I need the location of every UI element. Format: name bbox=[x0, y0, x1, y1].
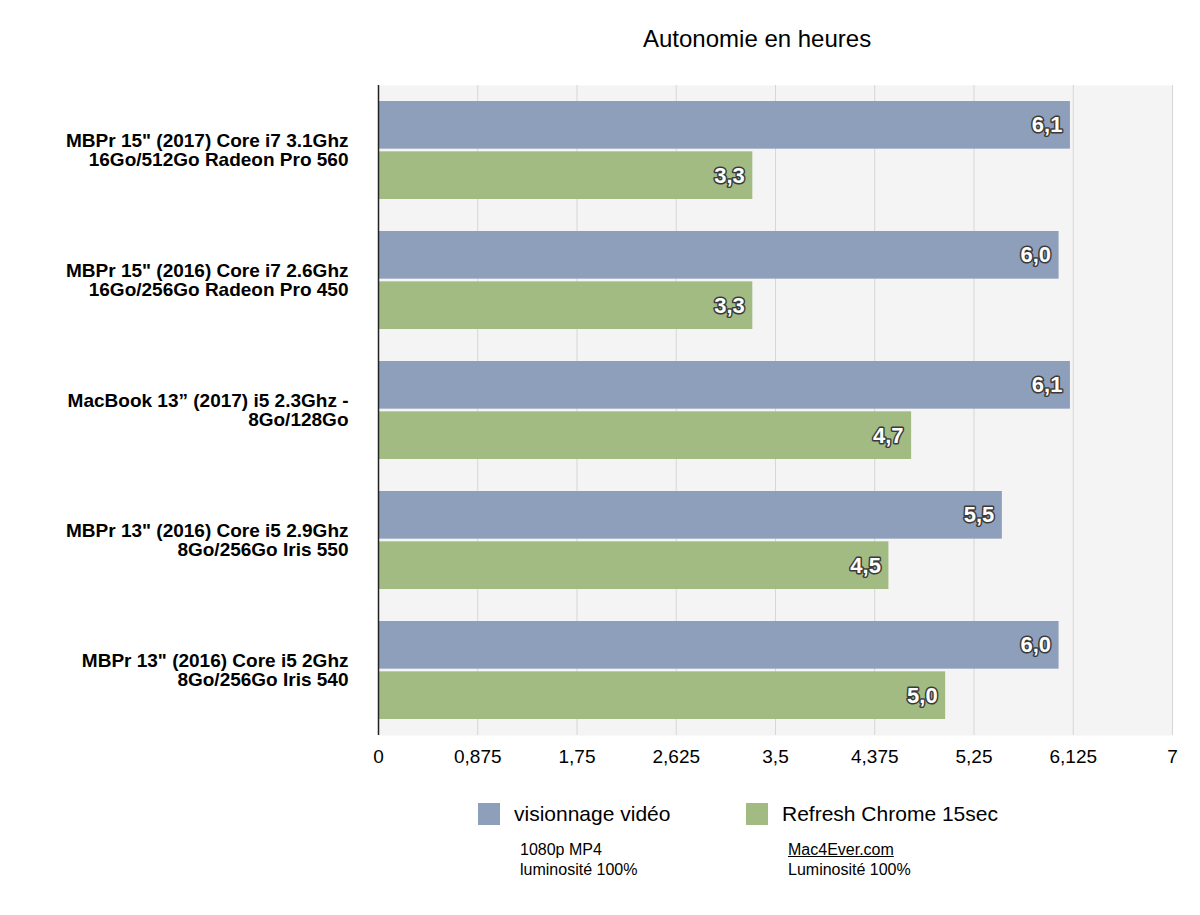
html-text:Refresh Chrome 15sec: Refresh Chrome 15sec bbox=[782, 802, 998, 825]
html-text:Mac4Ever.com: Mac4Ever.com bbox=[788, 841, 894, 858]
html-text:1080p MP4: 1080p MP4 bbox=[520, 841, 602, 858]
svg-text:6,0: 6,0 bbox=[1020, 632, 1051, 657]
svg-text:3,3: 3,3 bbox=[714, 293, 745, 318]
svg-text:5,25: 5,25 bbox=[956, 746, 993, 767]
svg-text:6,1: 6,1 bbox=[1032, 112, 1063, 137]
svg-text:7: 7 bbox=[1167, 746, 1178, 767]
svg-text:MBPr 13" (2016) Core i5 2Ghz8G: MBPr 13" (2016) Core i5 2Ghz8Go/256Go Ir… bbox=[82, 650, 349, 690]
svg-text:0,875: 0,875 bbox=[454, 746, 502, 767]
svg-text:4,375: 4,375 bbox=[851, 746, 899, 767]
svg-text:6,1: 6,1 bbox=[1032, 372, 1063, 397]
html-text:Luminosité 100%: Luminosité 100% bbox=[788, 861, 911, 878]
svg-text:0: 0 bbox=[373, 746, 384, 767]
svg-text:2,625: 2,625 bbox=[652, 746, 700, 767]
html-text:luminosité 100%: luminosité 100% bbox=[520, 861, 638, 878]
svg-text:6,0: 6,0 bbox=[1020, 242, 1051, 267]
html-text:visionnage vidéo: visionnage vidéo bbox=[514, 802, 671, 825]
svg-text:4,5: 4,5 bbox=[850, 553, 881, 578]
svg-text:MBPr 15" (2016) Core i7 2.6Ghz: MBPr 15" (2016) Core i7 2.6Ghz16Go/256Go… bbox=[66, 260, 349, 300]
svg-text:3,5: 3,5 bbox=[762, 746, 788, 767]
svg-text:4,7: 4,7 bbox=[873, 423, 904, 448]
svg-text:5,5: 5,5 bbox=[964, 502, 995, 527]
svg-text:MBPr 13" (2016) Core i5 2.9Ghz: MBPr 13" (2016) Core i5 2.9Ghz8Go/256Go … bbox=[66, 520, 349, 560]
svg-text:3,3: 3,3 bbox=[714, 163, 745, 188]
svg-text:MBPr 15" (2017) Core i7 3.1Ghz: MBPr 15" (2017) Core i7 3.1Ghz16Go/512Go… bbox=[66, 130, 349, 170]
svg-text:5,0: 5,0 bbox=[907, 683, 938, 708]
svg-text:MacBook 13” (2017) i5 2.3Ghz -: MacBook 13” (2017) i5 2.3Ghz -8Go/128Go bbox=[68, 390, 349, 430]
svg-text:1,75: 1,75 bbox=[559, 746, 596, 767]
html-text:Autonomie en heures: Autonomie en heures bbox=[643, 25, 872, 52]
svg-text:6,125: 6,125 bbox=[1049, 746, 1097, 767]
